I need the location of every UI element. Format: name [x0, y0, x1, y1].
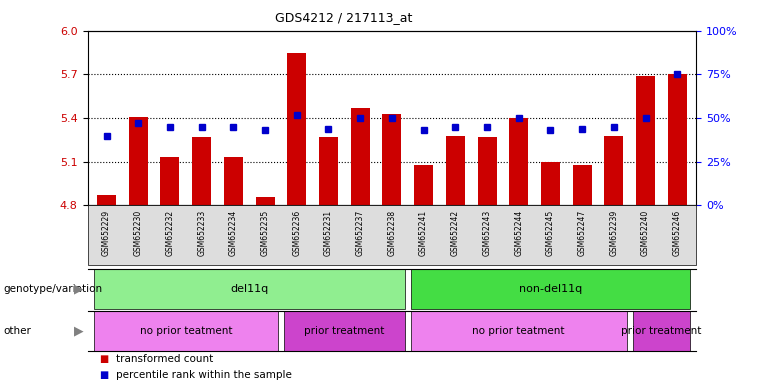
Text: GSM652244: GSM652244 — [514, 210, 524, 257]
Text: GSM652247: GSM652247 — [578, 210, 587, 257]
Bar — [414, 165, 433, 205]
Text: GSM652231: GSM652231 — [324, 210, 333, 257]
Bar — [161, 157, 180, 205]
Text: GSM652229: GSM652229 — [102, 210, 111, 257]
Bar — [668, 74, 687, 205]
Bar — [288, 53, 306, 205]
Bar — [351, 108, 370, 205]
Text: GSM652242: GSM652242 — [451, 210, 460, 257]
Text: del11q: del11q — [230, 284, 269, 294]
Text: GSM652241: GSM652241 — [419, 210, 428, 257]
Bar — [256, 197, 275, 205]
Text: GSM652232: GSM652232 — [165, 210, 174, 257]
Bar — [573, 165, 592, 205]
Text: ■: ■ — [99, 370, 108, 380]
Text: GSM652233: GSM652233 — [197, 210, 206, 257]
Text: prior treatment: prior treatment — [304, 326, 384, 336]
Bar — [193, 137, 212, 205]
Bar — [509, 118, 528, 205]
Text: GSM652236: GSM652236 — [292, 210, 301, 257]
Text: GSM652238: GSM652238 — [387, 210, 396, 257]
Bar — [478, 137, 497, 205]
Text: genotype/variation: genotype/variation — [4, 284, 103, 294]
Text: non-del11q: non-del11q — [519, 284, 582, 294]
Text: GSM652234: GSM652234 — [229, 210, 238, 257]
Text: GSM652246: GSM652246 — [673, 210, 682, 257]
Text: prior treatment: prior treatment — [621, 326, 702, 336]
Text: percentile rank within the sample: percentile rank within the sample — [116, 370, 291, 380]
Text: GSM652240: GSM652240 — [641, 210, 650, 257]
Bar — [97, 195, 116, 205]
Text: GDS4212 / 217113_at: GDS4212 / 217113_at — [275, 12, 412, 25]
Bar — [224, 157, 243, 205]
Bar — [319, 137, 338, 205]
Bar — [446, 136, 465, 205]
Bar — [383, 114, 402, 205]
Text: GSM652235: GSM652235 — [260, 210, 269, 257]
Text: no prior teatment: no prior teatment — [473, 326, 565, 336]
Text: ▶: ▶ — [74, 283, 84, 295]
Text: other: other — [4, 326, 32, 336]
Text: ■: ■ — [99, 354, 108, 364]
Bar — [604, 136, 623, 205]
Text: GSM652237: GSM652237 — [355, 210, 365, 257]
Text: transformed count: transformed count — [116, 354, 213, 364]
Text: GSM652239: GSM652239 — [610, 210, 619, 257]
Text: GSM652245: GSM652245 — [546, 210, 555, 257]
Text: ▶: ▶ — [74, 325, 84, 338]
Text: no prior teatment: no prior teatment — [139, 326, 232, 336]
Bar — [636, 76, 655, 205]
Text: GSM652230: GSM652230 — [134, 210, 143, 257]
Bar — [541, 162, 560, 205]
Bar — [129, 117, 148, 205]
Text: GSM652243: GSM652243 — [482, 210, 492, 257]
